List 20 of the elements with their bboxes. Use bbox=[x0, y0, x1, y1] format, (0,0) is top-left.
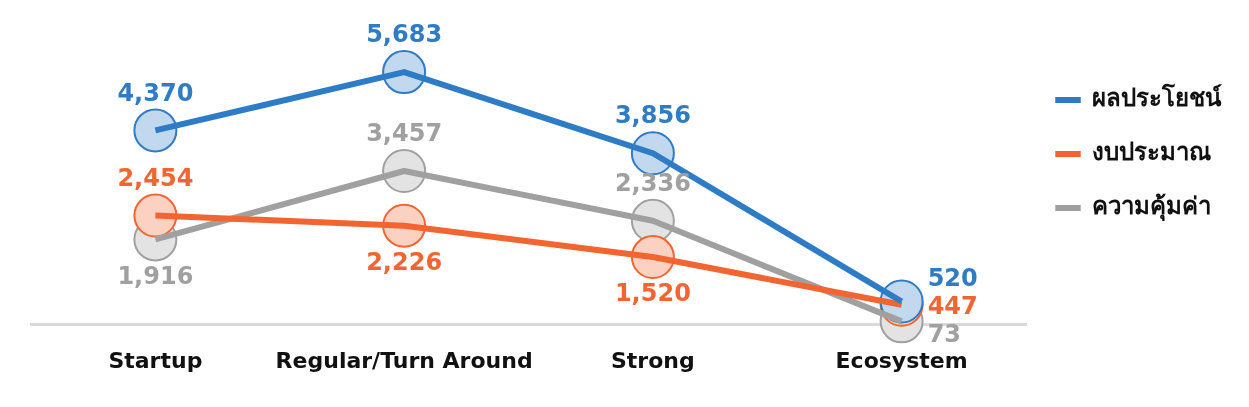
legend-label: ความคุ้มค่า bbox=[1092, 192, 1211, 223]
data-label: 73 bbox=[927, 319, 962, 348]
legend-label: งบประมาณ bbox=[1092, 138, 1211, 167]
data-label: 447 bbox=[927, 291, 978, 320]
data-label: 3,856 bbox=[614, 101, 691, 130]
data-label: 1,520 bbox=[614, 279, 691, 308]
x-tick-label: Startup bbox=[108, 347, 203, 373]
data-label: 1,916 bbox=[117, 261, 194, 290]
data-label: 2,336 bbox=[614, 169, 691, 198]
x-tick-label: Ecosystem bbox=[835, 347, 968, 373]
legend-label: ผลประโยชน์ bbox=[1092, 83, 1222, 113]
data-label: 2,226 bbox=[366, 247, 443, 276]
data-label: 4,370 bbox=[117, 78, 194, 107]
x-tick-label: Strong bbox=[611, 347, 695, 373]
data-label: 5,683 bbox=[366, 20, 443, 49]
data-label: 3,457 bbox=[366, 119, 443, 148]
x-tick-label: Regular/Turn Around bbox=[275, 347, 533, 373]
point bbox=[133, 108, 178, 153]
data-label: 520 bbox=[927, 263, 978, 292]
data-label: 2,454 bbox=[117, 163, 194, 192]
